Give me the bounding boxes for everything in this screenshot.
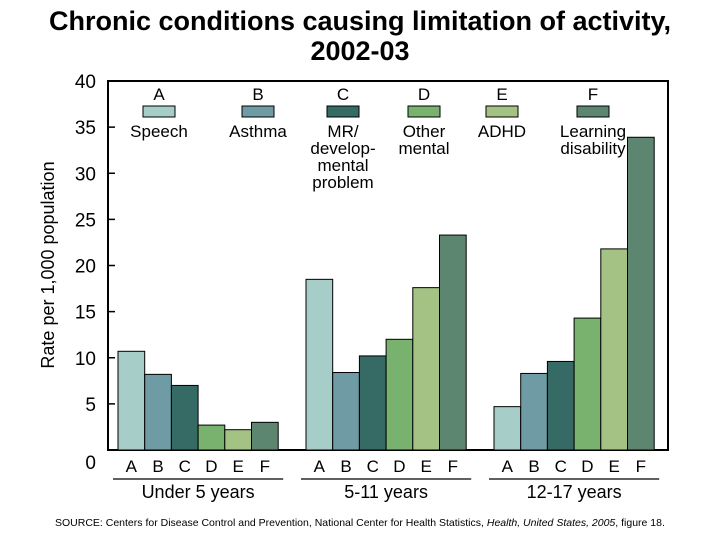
bar <box>493 406 522 451</box>
x-tick-label: E <box>420 457 431 476</box>
y-tick-label: 15 <box>75 303 96 324</box>
legend-letter: F <box>588 85 598 104</box>
y-tick-label: 5 <box>85 395 96 416</box>
x-tick-label: B <box>340 457 351 476</box>
legend-label: Asthma <box>229 122 287 141</box>
bar <box>627 136 655 451</box>
chart-title: Chronic conditions causing limitation of… <box>0 6 720 66</box>
bar-chart: Rate per 1,000 population 0 5 10 15 20 25 30 35… <box>38 72 669 502</box>
x-tick-label: B <box>528 457 539 476</box>
y-tick-label: 30 <box>75 164 96 185</box>
source-publication: Health, United States, 2005 <box>486 517 616 529</box>
legend-label: Learning <box>560 122 626 141</box>
x-tick-label: E <box>608 457 619 476</box>
legend-label: mental <box>317 156 368 175</box>
bar <box>520 372 548 451</box>
bar <box>224 429 253 451</box>
x-tick-label: F <box>636 457 646 476</box>
legend-label: disability <box>560 139 626 158</box>
bar <box>144 373 172 451</box>
legend-label: problem <box>312 173 373 192</box>
bar <box>305 278 334 451</box>
legend-label: develop- <box>310 139 375 158</box>
source-suffix: , figure 18. <box>615 517 665 529</box>
x-tick-label: B <box>152 457 163 476</box>
x-tick-label: D <box>393 457 405 476</box>
legend-letter: E <box>496 85 507 104</box>
legend-letter: A <box>153 85 165 104</box>
legend-letter: B <box>252 85 263 104</box>
legend-swatch <box>576 105 610 118</box>
legend-swatch <box>142 105 176 118</box>
legend-swatch <box>326 105 360 118</box>
category-label: 5-11 years <box>344 482 428 502</box>
y-axis-label: Rate per 1,000 population <box>38 161 58 368</box>
x-tick-label: F <box>260 457 270 476</box>
legend-label: Other <box>403 122 446 141</box>
bar <box>439 234 467 451</box>
x-tick-label: F <box>448 457 458 476</box>
bar <box>332 372 360 451</box>
category-label: Under 5 years <box>142 482 255 502</box>
bar <box>358 355 387 451</box>
legend-swatch <box>485 105 519 118</box>
category-label: 12-17 years <box>527 482 622 502</box>
legend-swatch <box>241 105 275 118</box>
bar <box>170 384 199 451</box>
chart-title-line-1: Chronic conditions causing limitation of… <box>48 6 672 36</box>
bar <box>385 338 414 451</box>
source-note: SOURCE: Centers for Disease Control and … <box>55 517 665 529</box>
y-tick-label: 20 <box>75 257 96 278</box>
x-tick-label: C <box>367 457 379 476</box>
source-prefix: SOURCE: Centers for Disease Control and … <box>55 517 487 529</box>
legend-label: Speech <box>130 122 188 141</box>
chart-title-line-2: 2002-03 <box>310 36 410 66</box>
bar <box>412 287 440 451</box>
x-tick-label: C <box>555 457 567 476</box>
bar <box>251 421 279 451</box>
legend-letter: D <box>418 85 430 104</box>
x-tick-label: A <box>502 457 514 476</box>
y-tick-label: 40 <box>75 72 96 93</box>
x-tick-label: D <box>581 457 593 476</box>
bar <box>197 424 226 451</box>
y-tick-label: 25 <box>75 210 96 231</box>
x-tick-label: A <box>126 457 138 476</box>
legend-label: ADHD <box>478 122 526 141</box>
bar <box>573 317 602 451</box>
bar <box>546 360 575 451</box>
bar <box>117 350 146 451</box>
x-tick-label: C <box>179 457 191 476</box>
x-tick-label: D <box>205 457 217 476</box>
legend-letter: C <box>337 85 349 104</box>
bar <box>600 248 628 451</box>
legend-label: MR/ <box>327 122 358 141</box>
x-tick-label: E <box>232 457 243 476</box>
y-tick-label: 10 <box>75 349 96 370</box>
y-tick-label: 35 <box>75 118 96 139</box>
legend-swatch <box>407 105 441 118</box>
legend-label: mental <box>398 139 449 158</box>
y-tick-label: 0 <box>85 453 96 474</box>
x-tick-label: A <box>314 457 326 476</box>
